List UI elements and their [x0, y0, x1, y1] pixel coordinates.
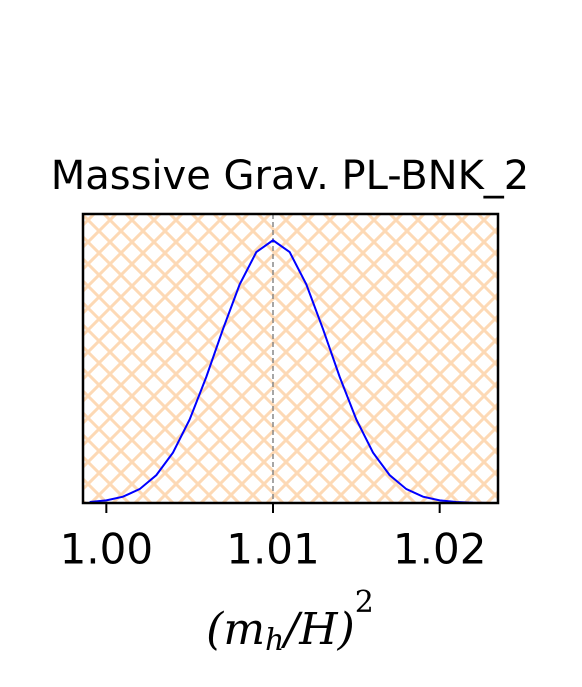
x-tick-label: 1.01: [226, 525, 320, 574]
series-line: [89, 239, 490, 504]
plot-background: [83, 214, 498, 503]
x-tick-label: 1.02: [393, 525, 487, 574]
x-tick-label: 1.00: [60, 525, 154, 574]
plot-frame: [81, 212, 500, 505]
x-axis-label: (mh/H)2: [206, 585, 374, 658]
chart-title: Massive Grav. PL-BNK_2: [51, 153, 530, 199]
